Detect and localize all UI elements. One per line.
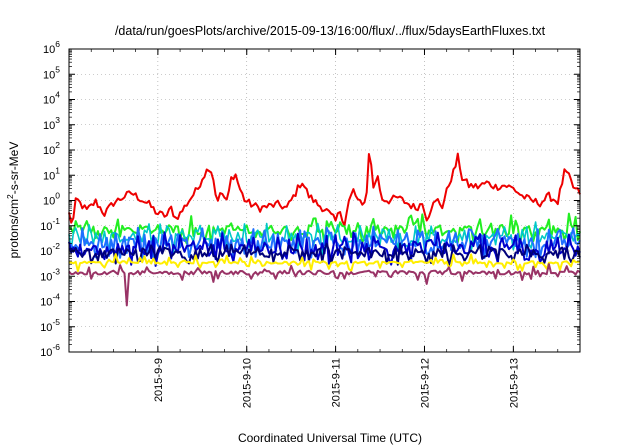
x-axis-ticks: 2015-9-9 2015-9-10 2015-9-11 2015-9-12 2015-… <box>68 49 581 408</box>
series-group <box>68 152 581 307</box>
y-tick-label: 10-3 <box>40 266 60 283</box>
y-axis-label: protons/cm2-s-sr-MeV <box>5 142 21 259</box>
y-tick-label: 100 <box>43 191 60 208</box>
y-tick-label: 10-6 <box>40 342 60 359</box>
y-tick-label: 105 <box>43 64 60 81</box>
y-tick-label: 104 <box>43 90 60 107</box>
x-tick-label: 2015-9-9 <box>153 358 165 402</box>
y-tick-label: 10-5 <box>40 317 60 334</box>
y-tick-label: 10-2 <box>40 241 60 258</box>
series-line <box>68 263 581 307</box>
y-label-sup: 2 <box>5 194 15 199</box>
y-label-part-a: protons/cm <box>7 199 21 258</box>
y-tick-label: 102 <box>43 140 60 157</box>
y-tick-label: 103 <box>43 115 60 132</box>
x-tick-label: 2015-9-13 <box>508 358 520 408</box>
x-tick-label: 2015-9-10 <box>242 358 254 408</box>
chart-title: /data/run/goesPlots/archive/2015-09-13/1… <box>115 24 546 38</box>
series-line <box>68 152 581 227</box>
y-label-part-b: -s-sr-MeV <box>7 142 21 195</box>
series-line <box>68 253 581 273</box>
grid-lines <box>69 49 580 352</box>
y-tick-label: 10-4 <box>40 292 60 309</box>
x-tick-label: 2015-9-11 <box>331 358 343 407</box>
y-tick-label: 10-1 <box>40 216 60 233</box>
y-axis-ticks: 10-6 10-5 10-4 10-3 10-2 10-1 100 101 102 103 104 1… <box>40 39 580 359</box>
x-axis-label: Coordinated Universal Time (UTC) <box>238 431 422 445</box>
y-tick-label: 101 <box>43 165 60 182</box>
y-tick-label: 106 <box>43 39 60 56</box>
series-line <box>68 242 581 267</box>
x-tick-label: 2015-9-12 <box>419 358 431 408</box>
